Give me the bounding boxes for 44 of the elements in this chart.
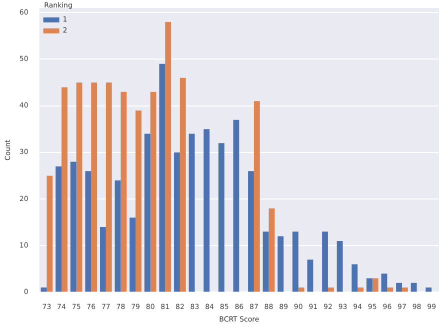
- bar: [62, 87, 68, 292]
- bar: [298, 288, 304, 292]
- bar: [410, 282, 417, 292]
- bar: [180, 78, 186, 292]
- bar: [248, 171, 254, 292]
- bar: [328, 288, 334, 292]
- bar: [336, 240, 343, 292]
- bar: [366, 278, 372, 292]
- bar: [174, 152, 180, 292]
- bar: [218, 143, 224, 292]
- bar: [91, 82, 98, 292]
- bar: [204, 129, 210, 292]
- bar: [358, 288, 364, 292]
- bar: [396, 282, 402, 292]
- bar: [159, 64, 166, 292]
- bar: [307, 260, 314, 292]
- bar: [130, 218, 136, 292]
- bar: [136, 110, 142, 292]
- bar: [387, 288, 394, 292]
- bar: [106, 82, 112, 292]
- bar: [372, 278, 378, 292]
- bar: [165, 22, 172, 292]
- bar: [278, 236, 284, 292]
- bar: [268, 208, 275, 292]
- bar: [254, 101, 260, 292]
- bar: [114, 180, 121, 292]
- bar: [292, 232, 298, 292]
- bar: [76, 82, 82, 292]
- bar: [46, 176, 53, 292]
- bar: [56, 166, 62, 292]
- bar: [144, 134, 150, 292]
- bar: [426, 288, 432, 292]
- bar: [352, 264, 358, 292]
- bar: [262, 232, 269, 292]
- bar: [402, 288, 408, 292]
- bar: [322, 232, 328, 292]
- bar: [381, 274, 388, 292]
- bar: [233, 120, 240, 292]
- bar: [70, 162, 76, 292]
- bar: [188, 134, 195, 292]
- bar: [120, 92, 127, 292]
- bar: [150, 92, 156, 292]
- bar: [85, 171, 92, 292]
- bar: [100, 226, 106, 292]
